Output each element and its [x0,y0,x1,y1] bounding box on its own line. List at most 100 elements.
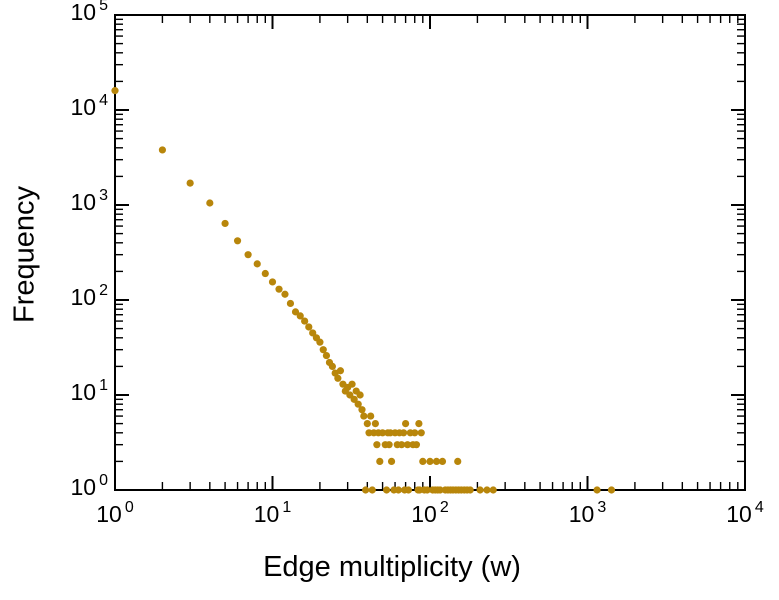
y-tick-label: 10 1 [34,377,109,407]
data-point [404,486,413,494]
data-point [400,429,408,437]
x-tick-label: 10 1 [253,499,292,529]
data-point [206,199,214,207]
tick-exponent: 4 [754,499,764,516]
y-tick-label: 10 0 [34,472,109,502]
data-point [268,278,277,286]
x-tick-label: 10 3 [568,499,607,529]
data-point [426,457,434,466]
data-point [111,87,119,95]
data-point [387,457,396,466]
tick-exponent: 4 [99,92,108,109]
y-tick-label: 10 2 [34,282,109,312]
tick-exponent: 5 [99,0,108,14]
data-point [466,486,474,494]
data-point [301,317,309,325]
tick-exponent: 0 [99,472,108,489]
data-point [368,486,376,494]
y-tick-label: 10 5 [34,0,109,27]
data-point [275,285,283,293]
data-point [417,429,425,437]
data-point [382,486,391,494]
tick-base: 10 [96,501,122,527]
data-point [436,486,444,494]
data-point [328,362,336,371]
data-point [483,486,491,494]
tick-base: 10 [568,501,595,527]
data-point [253,260,261,268]
data-point [363,419,371,428]
tick-exponent: 2 [439,499,449,516]
x-tick-label: 10 0 [96,499,134,529]
y-tick-label: 10 3 [34,187,109,217]
data-point [296,312,304,320]
data-point [489,486,497,494]
data-point [334,374,342,382]
data-point [402,419,410,428]
tick-base: 10 [70,474,97,500]
data-point [371,419,379,428]
tick-base: 10 [411,501,437,527]
data-point [305,323,313,331]
tick-base: 10 [253,501,280,527]
tick-base: 10 [726,501,752,527]
data-point [348,380,356,388]
data-point [438,457,447,466]
data-point [361,486,370,494]
data-point [354,400,362,408]
data-point [394,486,402,494]
tick-exponent: 1 [282,499,292,516]
x-tick-label: 10 4 [726,499,764,529]
data-point [281,290,289,298]
data-point [454,457,462,466]
data-point [309,329,317,337]
data-point [233,237,242,245]
data-point [593,486,601,494]
data-point [385,441,393,449]
tick-base: 10 [70,94,97,120]
data-point [261,269,269,278]
data-point [397,441,406,449]
data-point [336,367,345,375]
data-point [412,441,421,449]
data-point [403,441,412,449]
data-point [356,391,364,399]
data-point [411,429,419,437]
tick-base: 10 [70,284,97,310]
data-point [316,338,324,346]
tick-exponent: 0 [124,499,134,516]
data-point [607,486,616,494]
tick-exponent: 3 [99,187,108,204]
data-point [376,457,384,466]
data-point [476,486,484,494]
data-point [322,351,331,360]
y-tick-label: 10 4 [34,92,109,122]
data-point [415,419,423,428]
data-point [367,412,375,420]
data-point [419,457,427,466]
data-point [186,179,194,187]
x-tick-label: 10 2 [411,499,449,529]
data-point [432,457,441,466]
data-point [358,406,366,414]
tick-base: 10 [70,189,97,215]
data-point [423,486,431,494]
data-point [158,146,167,154]
tick-exponent: 1 [99,377,108,394]
data-point [360,412,368,420]
data-point [221,219,229,228]
data-point [286,299,295,308]
data-point [373,441,381,449]
data-point [378,429,387,437]
tick-exponent: 2 [99,282,108,299]
tick-exponent: 3 [597,499,607,516]
plot-frame [114,14,746,491]
data-point [291,308,300,316]
tick-base: 10 [70,379,97,405]
data-point [244,251,252,259]
tick-base: 10 [70,0,97,25]
data-point [350,395,358,403]
y-axis-label: Frequency [8,186,41,324]
